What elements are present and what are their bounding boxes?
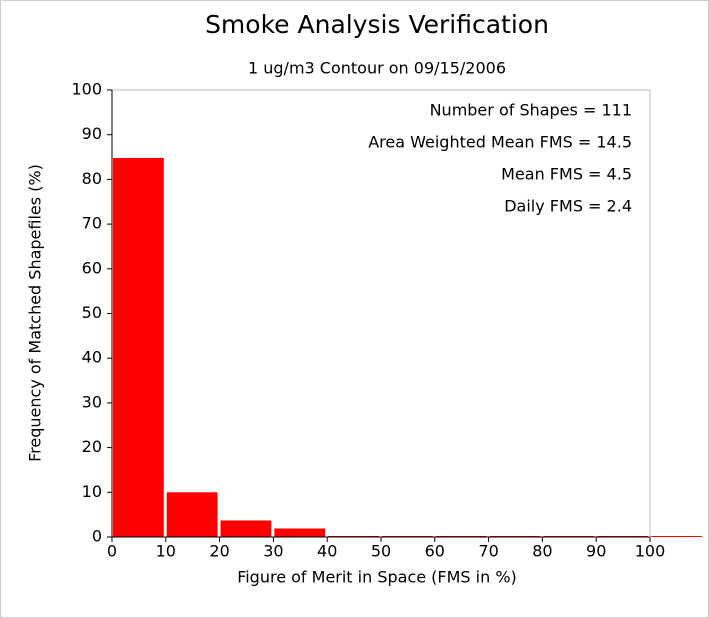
y-tick-label: 80 [82,169,102,188]
y-tick-label: 30 [82,392,102,411]
x-tick-label: 50 [371,542,391,561]
bar [274,528,326,537]
y-tick-label: 100 [71,80,102,99]
x-tick-label: 90 [586,542,606,561]
y-tick-label: 20 [82,437,102,456]
y-axis-label: Frequency of Matched Shapefiles (%) [26,164,45,462]
plot-frame [111,89,651,538]
x-tick-label: 60 [425,542,445,561]
chart-subtitle: 1 ug/m3 Contour on 09/15/2006 [248,59,506,78]
bar [651,536,702,537]
annotation: Mean FMS = 4.5 [501,165,632,184]
x-tick-label: 0 [107,542,117,561]
bar [113,157,164,537]
x-axis-label: Figure of Merit in Space (FMS in %) [237,568,517,587]
y-tick-label: 70 [82,214,102,233]
annotation: Daily FMS = 2.4 [504,197,632,216]
y-tick-label: 10 [82,482,102,501]
bar [220,520,272,537]
annotation: Area Weighted Mean FMS = 14.5 [368,133,632,152]
y-tick-label: 50 [82,303,102,322]
y-tick-label: 60 [82,258,102,277]
x-tick-label: 70 [478,542,498,561]
x-tick-label: 30 [263,542,283,561]
annotation: Number of Shapes = 111 [430,101,632,120]
chart-title: Smoke Analysis Verification [205,10,549,39]
x-tick-label: 80 [532,542,552,561]
y-tick-label: 90 [82,124,102,143]
x-tick-label: 20 [209,542,229,561]
x-tick-label: 10 [156,542,176,561]
x-tick-label: 100 [635,542,666,561]
y-tick-label: 0 [92,527,102,546]
x-tick-label: 40 [317,542,337,561]
bar [166,492,218,537]
y-tick-label: 40 [82,348,102,367]
